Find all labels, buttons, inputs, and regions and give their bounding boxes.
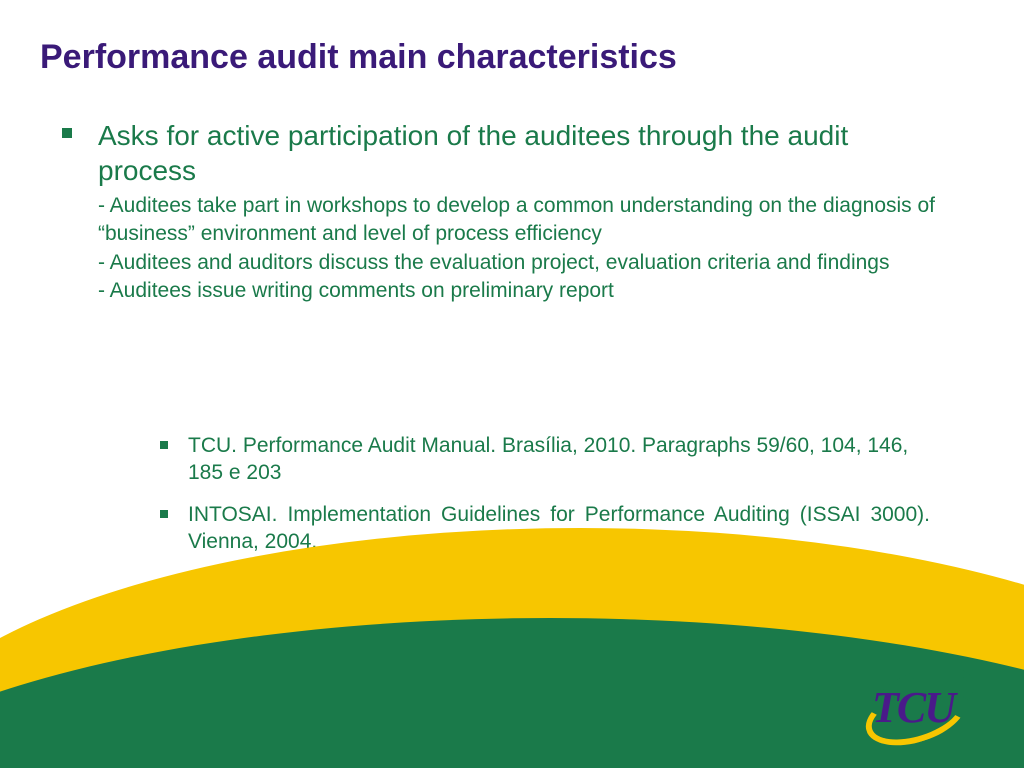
subline: - Auditees and auditors discuss the eval…: [98, 249, 942, 277]
bullet-marker-icon: [62, 128, 72, 138]
bullet-marker-icon: [160, 441, 168, 449]
main-sublines: - Auditees take part in workshops to dev…: [98, 192, 942, 305]
main-bullet-content: Asks for active participation of the aud…: [98, 118, 942, 305]
bullet-marker-icon: [160, 510, 168, 518]
main-bullet: Asks for active participation of the aud…: [62, 118, 942, 305]
tcu-logo: TCU: [858, 670, 988, 746]
subline: - Auditees issue writing comments on pre…: [98, 277, 942, 305]
reference-text: TCU. Performance Audit Manual. Brasília,…: [188, 432, 930, 487]
slide: Performance audit main characteristics A…: [0, 0, 1024, 768]
subline: - Auditees take part in workshops to dev…: [98, 192, 942, 249]
logo-text: TCU: [872, 682, 954, 733]
reference-item: TCU. Performance Audit Manual. Brasília,…: [160, 432, 930, 487]
main-headline: Asks for active participation of the aud…: [98, 118, 942, 188]
slide-title: Performance audit main characteristics: [40, 38, 677, 77]
